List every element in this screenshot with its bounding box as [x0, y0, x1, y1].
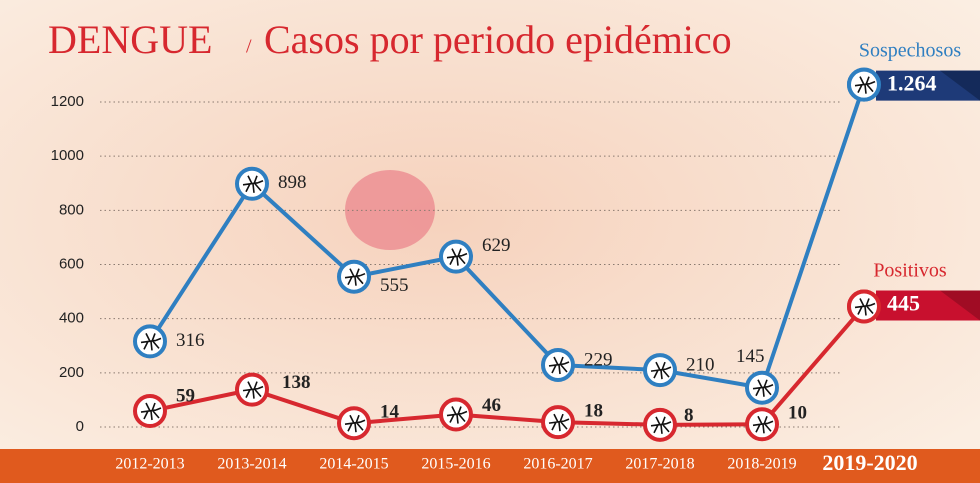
x-tick-label: 2014-2015	[319, 456, 388, 473]
point-group	[745, 407, 779, 442]
x-tick-label: 2016-2017	[523, 456, 592, 473]
marker-icon	[548, 356, 570, 375]
marker-icon	[752, 379, 774, 397]
point-group	[745, 370, 779, 405]
point-group	[541, 405, 575, 440]
y-tick-label: 1200	[51, 93, 84, 110]
marker-icon	[650, 361, 672, 380]
value-label: 8	[684, 405, 694, 426]
value-label: 229	[584, 349, 613, 370]
marker-icon	[242, 381, 264, 399]
value-label: 210	[686, 354, 715, 375]
value-label: 145	[736, 346, 765, 367]
marker-icon	[446, 406, 468, 424]
x-tick-label: 2017-2018	[625, 456, 694, 473]
marker-icon	[344, 268, 366, 286]
marker-icon	[548, 413, 570, 432]
marker-icon	[242, 175, 264, 193]
point-group	[643, 353, 677, 388]
value-label: 629	[482, 235, 511, 256]
title-separator: /	[246, 36, 252, 58]
series-line	[149, 305, 866, 427]
y-tick-label: 800	[59, 201, 84, 218]
legend-label: Sospechosos	[859, 40, 961, 62]
value-banner-tip	[940, 70, 980, 101]
marker-icon	[140, 333, 162, 351]
value-label: 10	[788, 403, 807, 424]
point-group	[235, 372, 269, 407]
y-tick-label: 200	[59, 364, 84, 381]
value-label: 445	[887, 291, 920, 316]
point-group	[133, 324, 167, 359]
point-group	[235, 166, 269, 201]
point-group	[439, 397, 473, 432]
point-group	[541, 347, 575, 382]
legend-label: Positivos	[873, 260, 947, 282]
chart-subtitle: Casos por periodo epidémico	[264, 17, 732, 62]
value-label: 59	[176, 385, 195, 406]
point-group	[643, 407, 677, 442]
chart-title: DENGUE	[48, 17, 212, 62]
marker-icon	[752, 415, 774, 434]
x-tick-label: 2015-2016	[421, 456, 490, 473]
value-label: 18	[584, 400, 603, 421]
point-group	[133, 394, 167, 429]
x-axis-band	[0, 449, 980, 483]
value-banner-tip	[940, 290, 980, 321]
x-tick-label: 2013-2014	[217, 456, 286, 473]
value-label: 555	[380, 275, 409, 296]
marker-icon	[650, 416, 672, 434]
y-tick-label: 400	[59, 310, 84, 327]
marker-icon	[140, 402, 162, 421]
value-label: 14	[380, 402, 400, 423]
point-group	[337, 259, 371, 294]
marker-icon	[854, 76, 876, 94]
y-tick-label: 600	[59, 255, 84, 272]
y-tick-label: 1000	[51, 147, 84, 164]
x-tick-label: 2019-2020	[822, 450, 917, 475]
y-tick-label: 0	[76, 418, 84, 435]
series-line	[148, 84, 866, 390]
x-tick-label: 2018-2019	[727, 456, 796, 473]
marker-icon	[854, 298, 876, 316]
point-group	[439, 239, 473, 274]
marker-icon	[344, 414, 366, 433]
point-group	[337, 406, 371, 441]
x-tick-label: 2012-2013	[115, 456, 184, 473]
decoration	[345, 170, 435, 250]
value-label: 316	[176, 330, 205, 351]
value-label: 138	[282, 372, 311, 393]
value-label: 1.264	[887, 71, 937, 96]
value-label: 898	[278, 172, 307, 193]
marker-icon	[446, 248, 468, 266]
value-label: 46	[482, 395, 501, 416]
